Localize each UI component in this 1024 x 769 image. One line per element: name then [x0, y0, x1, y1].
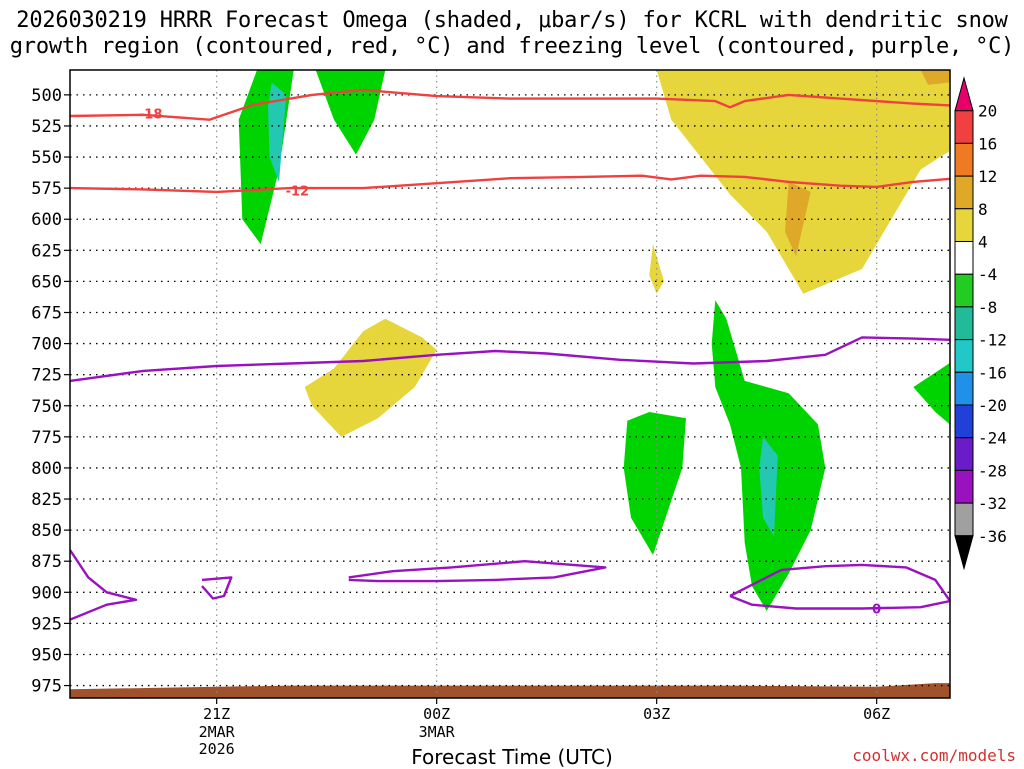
x-tick-sublabel: 2MAR	[199, 723, 236, 741]
y-tick-label: 600	[31, 210, 62, 230]
colorbar-swatch	[954, 175, 974, 210]
y-tick-label: 575	[31, 179, 62, 199]
y-tick-label: 725	[31, 366, 62, 386]
y-tick-label: 500	[31, 86, 62, 106]
colorbar-label: 12	[978, 167, 997, 186]
colorbar-label: -16	[978, 363, 1007, 382]
omega-region	[920, 70, 950, 85]
colorbar-swatch	[954, 339, 974, 373]
y-tick-label: 975	[31, 677, 62, 697]
y-tick-label: 675	[31, 303, 62, 323]
y-tick-label: 650	[31, 272, 62, 292]
colorbar-swatch	[954, 535, 974, 571]
colorbar-label: 16	[978, 134, 997, 153]
colorbar-label: 20	[978, 102, 997, 121]
colorbar-swatch	[954, 502, 974, 537]
colorbar-label: -4	[978, 265, 997, 284]
colorbar-swatch	[954, 110, 974, 144]
colorbar-label: -24	[978, 429, 1007, 448]
chart-title-line-1: 2026030219 HRRR Forecast Omega (shaded, …	[16, 8, 1008, 33]
colorbar-label: -12	[978, 331, 1007, 350]
freezing-level-line	[729, 563, 950, 610]
x-tick-label: 21Z	[203, 705, 230, 723]
omega-region	[304, 318, 437, 437]
colorbar-label: -36	[978, 527, 1007, 546]
omega-region	[785, 181, 811, 257]
freezing-level-line	[348, 560, 607, 583]
colorbar-swatch	[954, 76, 974, 112]
y-tick-label: 900	[31, 583, 62, 603]
y-tick-label: 800	[31, 459, 62, 479]
colorbar-swatch	[954, 273, 974, 308]
omega-region	[623, 412, 686, 555]
colorbar-swatch	[954, 404, 974, 439]
colorbar-label: 8	[978, 200, 988, 219]
x-tick-sublabel: 3MAR	[419, 723, 456, 741]
freezing-level-line	[70, 549, 138, 621]
colorbar-swatch	[954, 142, 974, 177]
y-tick-label: 850	[31, 521, 62, 541]
colorbar-swatch	[954, 306, 974, 341]
plot-frame	[69, 69, 951, 699]
y-tick-label: 750	[31, 397, 62, 417]
x-tick-label: 00Z	[423, 705, 450, 723]
colorbar-swatch	[954, 371, 974, 406]
y-tick-label: 625	[31, 241, 62, 261]
colorbar-label: -8	[978, 298, 997, 317]
dgz-line	[70, 174, 950, 194]
x-axis-label: Forecast Time (UTC)	[411, 745, 613, 769]
colorbar-swatch	[954, 469, 974, 504]
credit-link[interactable]: coolwx.com/models	[852, 746, 1016, 765]
terrain-fill	[70, 683, 950, 698]
omega-region	[759, 436, 778, 537]
y-tick-label: 875	[31, 552, 62, 572]
dgz-label: -18	[139, 108, 163, 123]
colorbar-swatch	[954, 241, 974, 275]
colorbar-label: -20	[978, 396, 1007, 415]
colorbar-label: -28	[978, 461, 1007, 480]
dgz-line	[70, 88, 950, 121]
omega-region	[913, 362, 950, 425]
dgz-label: -12	[286, 185, 310, 200]
freezing-level-label: 0	[872, 602, 881, 617]
y-tick-label: 825	[31, 490, 62, 510]
colorbar-swatch	[954, 208, 974, 242]
y-tick-label: 525	[31, 117, 62, 137]
x-tick-label: 03Z	[643, 705, 670, 723]
y-tick-label: 950	[31, 645, 62, 665]
colorbar-swatch	[954, 437, 974, 471]
x-tick-label: 06Z	[863, 705, 890, 723]
y-tick-label: 550	[31, 148, 62, 168]
colorbar-label: 4	[978, 233, 988, 252]
chart-title-line-2: growth region (contoured, red, °C) and f…	[9, 34, 1015, 59]
y-tick-label: 925	[31, 614, 62, 634]
x-tick-sublabel: 2026	[199, 740, 235, 758]
y-tick-label: 700	[31, 335, 62, 355]
freezing-level-line	[70, 336, 950, 383]
y-tick-label: 775	[31, 428, 62, 448]
freezing-level-line	[201, 576, 233, 600]
colorbar-label: -32	[978, 494, 1007, 513]
